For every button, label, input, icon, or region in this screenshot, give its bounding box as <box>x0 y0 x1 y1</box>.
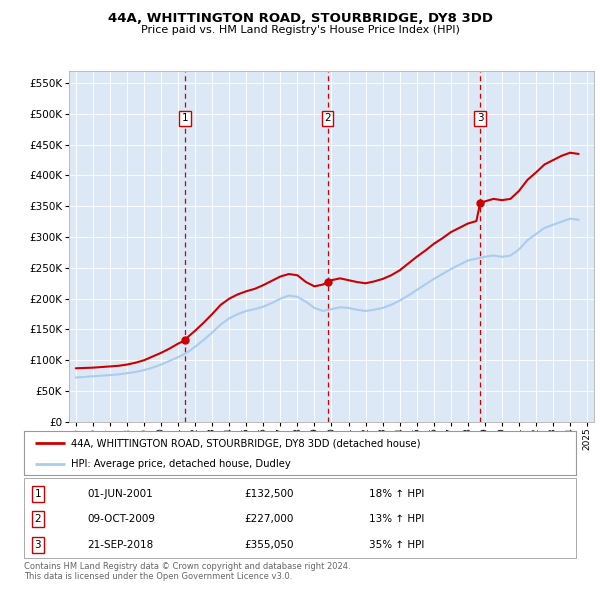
Text: Price paid vs. HM Land Registry's House Price Index (HPI): Price paid vs. HM Land Registry's House … <box>140 25 460 35</box>
Text: 18% ↑ HPI: 18% ↑ HPI <box>369 489 424 499</box>
Text: 35% ↑ HPI: 35% ↑ HPI <box>369 540 424 550</box>
Text: 13% ↑ HPI: 13% ↑ HPI <box>369 514 424 525</box>
Text: 2: 2 <box>34 514 41 525</box>
Text: £227,000: £227,000 <box>245 514 294 525</box>
Text: 1: 1 <box>34 489 41 499</box>
Text: £355,050: £355,050 <box>245 540 295 550</box>
Text: £132,500: £132,500 <box>245 489 295 499</box>
Text: 44A, WHITTINGTON ROAD, STOURBRIDGE, DY8 3DD: 44A, WHITTINGTON ROAD, STOURBRIDGE, DY8 … <box>107 12 493 25</box>
Text: 1: 1 <box>182 113 188 123</box>
Text: 2: 2 <box>324 113 331 123</box>
Text: This data is licensed under the Open Government Licence v3.0.: This data is licensed under the Open Gov… <box>24 572 292 581</box>
Text: 01-JUN-2001: 01-JUN-2001 <box>88 489 153 499</box>
Text: 3: 3 <box>34 540 41 550</box>
Text: 09-OCT-2009: 09-OCT-2009 <box>88 514 155 525</box>
Text: 21-SEP-2018: 21-SEP-2018 <box>88 540 154 550</box>
Text: Contains HM Land Registry data © Crown copyright and database right 2024.: Contains HM Land Registry data © Crown c… <box>24 562 350 571</box>
FancyBboxPatch shape <box>24 478 576 558</box>
Text: 3: 3 <box>477 113 484 123</box>
Text: HPI: Average price, detached house, Dudley: HPI: Average price, detached house, Dudl… <box>71 459 290 469</box>
Text: 44A, WHITTINGTON ROAD, STOURBRIDGE, DY8 3DD (detached house): 44A, WHITTINGTON ROAD, STOURBRIDGE, DY8 … <box>71 438 421 448</box>
